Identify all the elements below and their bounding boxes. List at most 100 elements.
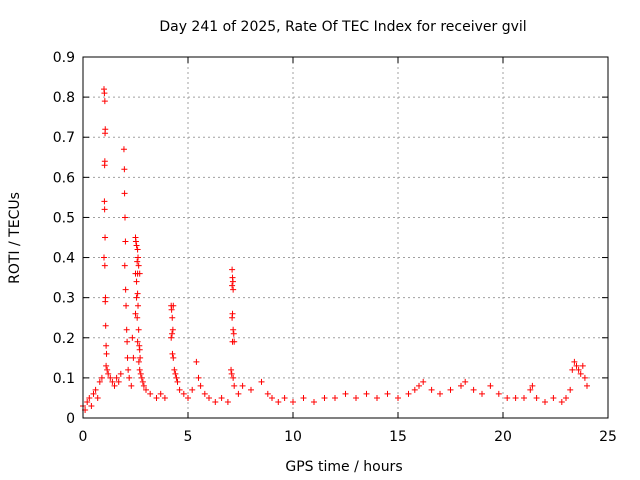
data-point xyxy=(101,262,108,269)
data-point xyxy=(218,394,225,401)
data-point xyxy=(575,366,582,373)
data-point xyxy=(117,370,124,377)
y-tick-label: 0.3 xyxy=(53,291,75,307)
data-point xyxy=(228,370,235,377)
data-point xyxy=(290,398,296,405)
data-point xyxy=(258,378,265,385)
data-point xyxy=(136,346,143,353)
data-point xyxy=(134,246,141,253)
data-point xyxy=(230,330,237,337)
data-point xyxy=(136,366,143,373)
data-point xyxy=(230,286,237,293)
data-point xyxy=(135,262,142,269)
data-point xyxy=(105,370,112,377)
data-point xyxy=(104,366,111,373)
data-point xyxy=(134,258,141,265)
grid-lines xyxy=(83,57,608,418)
data-point xyxy=(169,330,176,337)
data-point xyxy=(584,382,590,389)
data-point xyxy=(264,390,271,397)
x-tick-label: 5 xyxy=(184,429,193,445)
data-point xyxy=(581,374,588,381)
data-point xyxy=(571,358,578,365)
data-point xyxy=(123,326,130,333)
data-point xyxy=(133,278,140,285)
data-point xyxy=(103,342,110,349)
data-point xyxy=(133,242,140,249)
data-point xyxy=(168,306,175,313)
data-point xyxy=(189,386,196,393)
data-point xyxy=(185,394,191,401)
data-point xyxy=(121,166,128,173)
data-point xyxy=(86,394,93,401)
data-point xyxy=(495,390,502,397)
data-point xyxy=(420,378,427,385)
data-point xyxy=(147,390,154,397)
data-point xyxy=(171,366,178,373)
y-tick-label: 0.8 xyxy=(53,90,75,106)
data-point xyxy=(579,362,586,369)
data-point xyxy=(197,382,204,389)
data-point xyxy=(577,370,584,377)
data-point xyxy=(134,338,141,345)
data-point xyxy=(176,386,183,393)
data-point xyxy=(573,362,580,369)
data-point xyxy=(193,358,200,365)
data-point xyxy=(462,378,469,385)
data-point xyxy=(121,262,128,269)
data-point xyxy=(529,382,536,389)
data-point xyxy=(139,378,146,385)
data-point xyxy=(138,374,145,381)
data-point xyxy=(321,394,328,401)
data-point xyxy=(229,282,236,289)
y-tick-label: 0.2 xyxy=(53,331,75,347)
data-point xyxy=(300,394,307,401)
data-point xyxy=(235,390,242,397)
data-point xyxy=(437,390,443,397)
data-point xyxy=(521,394,527,401)
data-points xyxy=(80,86,590,413)
data-point xyxy=(88,402,95,409)
data-point xyxy=(550,394,557,401)
data-point xyxy=(130,354,137,361)
data-point xyxy=(157,390,164,397)
y-tick-label: 0.7 xyxy=(53,130,75,146)
data-point xyxy=(109,378,116,385)
data-point xyxy=(143,386,149,393)
plot-frame xyxy=(82,56,609,419)
data-point xyxy=(102,234,109,241)
data-point xyxy=(128,382,135,389)
data-point xyxy=(230,374,237,381)
data-point xyxy=(121,190,128,197)
data-point xyxy=(102,294,109,301)
data-point xyxy=(353,394,359,401)
data-point xyxy=(224,398,231,405)
data-point xyxy=(125,366,132,373)
data-point xyxy=(405,390,412,397)
data-point xyxy=(168,334,175,341)
data-point xyxy=(102,322,109,329)
data-point xyxy=(122,214,128,221)
data-point xyxy=(395,394,401,401)
data-point xyxy=(169,350,176,357)
data-point xyxy=(84,398,91,405)
data-point xyxy=(132,310,139,317)
data-point xyxy=(542,398,548,405)
data-point xyxy=(229,278,236,285)
data-point xyxy=(231,338,238,345)
data-point xyxy=(101,158,108,165)
data-point xyxy=(113,374,120,381)
data-point xyxy=(174,378,181,385)
data-point xyxy=(275,398,282,405)
x-tick-label: 0 xyxy=(79,429,88,445)
data-point xyxy=(169,326,176,333)
y-tick-label: 0.6 xyxy=(53,170,75,186)
chart-title: Day 241 of 2025, Rate Of TEC Index for r… xyxy=(159,19,526,35)
data-point xyxy=(153,394,160,401)
data-point xyxy=(479,390,485,397)
data-point xyxy=(122,238,129,245)
data-point xyxy=(470,386,477,393)
data-point xyxy=(101,98,108,105)
y-tick-label: 0.1 xyxy=(53,371,75,387)
y-tick-label: 0.4 xyxy=(53,251,75,267)
